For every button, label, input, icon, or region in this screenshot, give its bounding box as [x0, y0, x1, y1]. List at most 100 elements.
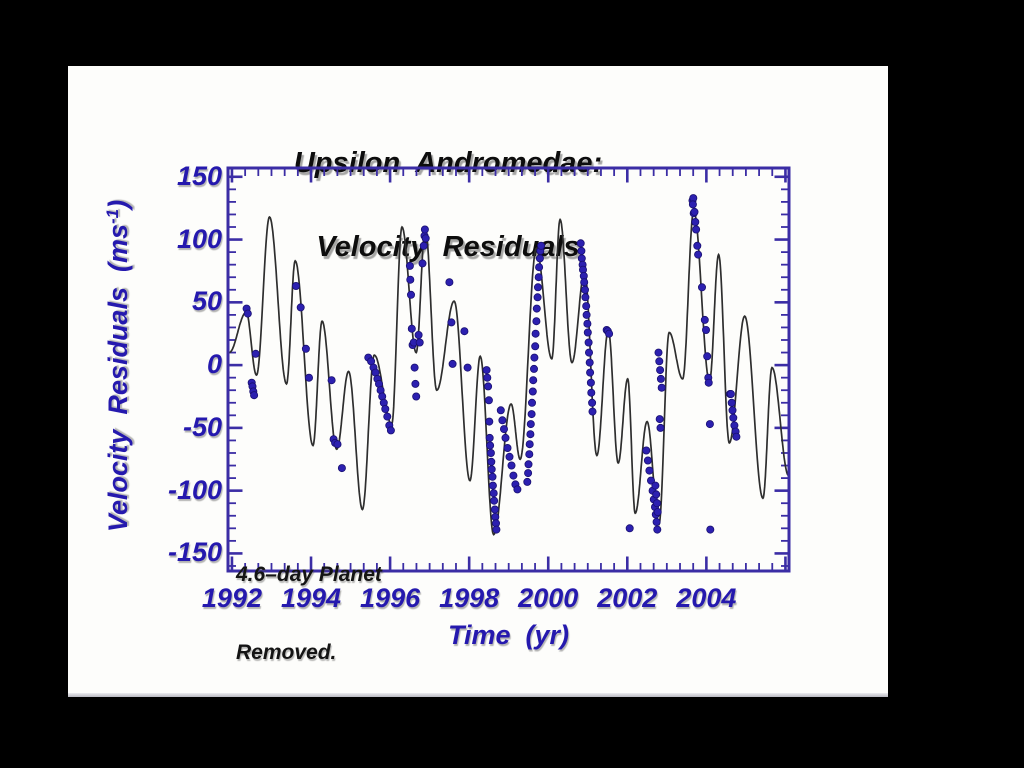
data-point	[485, 417, 494, 426]
data-point	[651, 481, 660, 490]
model-curve	[229, 209, 788, 536]
data-point	[728, 406, 737, 415]
residuals-chart	[226, 166, 791, 573]
data-point	[586, 368, 595, 377]
data-point	[513, 485, 522, 494]
y-tick-label: 0	[206, 349, 222, 380]
data-point	[585, 348, 594, 357]
data-point	[415, 338, 424, 347]
x-tick-label: 1996	[360, 583, 421, 613]
data-point	[532, 304, 541, 313]
data-point	[529, 364, 538, 373]
y-tick-label: -150	[167, 537, 222, 568]
data-point	[586, 378, 595, 387]
data-point	[653, 499, 662, 508]
data-point	[700, 315, 709, 324]
data-point	[496, 406, 505, 415]
axis-ticks	[229, 169, 788, 570]
data-point	[655, 357, 664, 366]
data-point	[486, 441, 495, 450]
plot-annotation: 4.6–day Planet Removed.	[236, 510, 382, 718]
data-point	[530, 353, 539, 362]
data-point	[580, 278, 589, 287]
data-point	[333, 440, 342, 449]
data-point	[406, 275, 415, 284]
data-point	[656, 423, 665, 432]
data-point	[645, 466, 654, 475]
data-point	[698, 283, 707, 292]
data-point	[337, 464, 346, 473]
data-point	[291, 281, 300, 290]
data-point	[386, 426, 395, 435]
data-point	[406, 290, 415, 299]
data-point	[460, 327, 469, 336]
data-point	[703, 352, 712, 361]
y-tick-label: -100	[167, 474, 222, 505]
data-point	[447, 318, 456, 327]
data-point	[243, 309, 252, 318]
data-point	[587, 388, 596, 397]
data-point	[507, 461, 516, 470]
data-point	[383, 412, 392, 421]
data-point	[582, 310, 591, 319]
data-point	[488, 472, 497, 481]
data-point	[412, 392, 421, 401]
data-point	[509, 471, 518, 480]
data-point	[656, 366, 665, 375]
data-point	[652, 517, 661, 526]
data-point	[584, 338, 593, 347]
data-point	[534, 273, 543, 282]
x-tick-label: 1998	[439, 583, 500, 613]
data-point	[647, 476, 656, 485]
data-point	[523, 477, 532, 486]
data-point	[691, 217, 700, 226]
data-point	[583, 328, 592, 337]
data-point	[535, 254, 544, 263]
data-point	[577, 246, 586, 255]
data-point	[414, 330, 423, 339]
x-tick-label: 2000	[518, 583, 579, 613]
data-point	[484, 382, 493, 391]
data-point	[625, 524, 634, 533]
data-point	[732, 432, 741, 441]
data-point	[526, 430, 535, 439]
data-point	[488, 481, 497, 490]
data-point	[527, 410, 536, 419]
data-point	[503, 443, 512, 452]
data-point	[405, 261, 414, 270]
data-point	[410, 363, 419, 372]
data-point	[581, 293, 590, 302]
chart-title: Upsilon Andromedae: Velocity Residuals	[198, 93, 698, 317]
data-point	[487, 465, 496, 474]
data-point	[537, 241, 546, 250]
data-point	[505, 452, 514, 461]
data-point	[501, 433, 510, 442]
data-point	[525, 440, 534, 449]
data-point	[727, 398, 736, 407]
data-point	[482, 366, 491, 375]
x-tick-label: 1992	[201, 583, 262, 613]
data-point	[582, 302, 591, 311]
data-point	[524, 469, 533, 478]
y-tick-label: 150	[176, 160, 222, 191]
data-point	[702, 325, 711, 334]
chart-title-line-1: Upsilon Andromedae:	[293, 147, 603, 179]
data-point	[492, 525, 501, 534]
data-point	[301, 344, 310, 353]
slide: Upsilon Andromedae: Velocity Residuals V…	[68, 66, 888, 697]
x-tick-label: 2004	[676, 583, 737, 613]
data-point	[486, 448, 495, 457]
data-point	[419, 241, 428, 250]
data-point	[581, 285, 590, 294]
data-point	[483, 373, 492, 382]
y-tick-label: -50	[182, 411, 222, 442]
x-axis-label: Time (yr)	[447, 620, 570, 650]
data-point	[485, 433, 494, 442]
data-point	[653, 525, 662, 534]
data-point	[533, 283, 542, 292]
data-point	[463, 363, 472, 372]
data-point	[704, 378, 713, 387]
data-point	[421, 234, 430, 243]
data-point	[726, 389, 735, 398]
